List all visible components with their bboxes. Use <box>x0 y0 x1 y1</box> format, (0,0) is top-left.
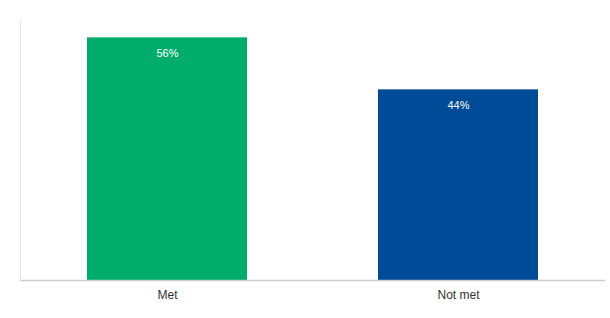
svg-text:56%: 56% <box>156 47 178 59</box>
svg-text:Met: Met <box>157 288 178 302</box>
svg-text:Not met: Not met <box>437 288 480 302</box>
svg-text:44%: 44% <box>447 99 469 111</box>
